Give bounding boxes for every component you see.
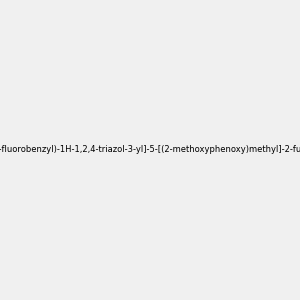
Text: N-[1-(2-fluorobenzyl)-1H-1,2,4-triazol-3-yl]-5-[(2-methoxyphenoxy)methyl]-2-fura: N-[1-(2-fluorobenzyl)-1H-1,2,4-triazol-3… <box>0 146 300 154</box>
